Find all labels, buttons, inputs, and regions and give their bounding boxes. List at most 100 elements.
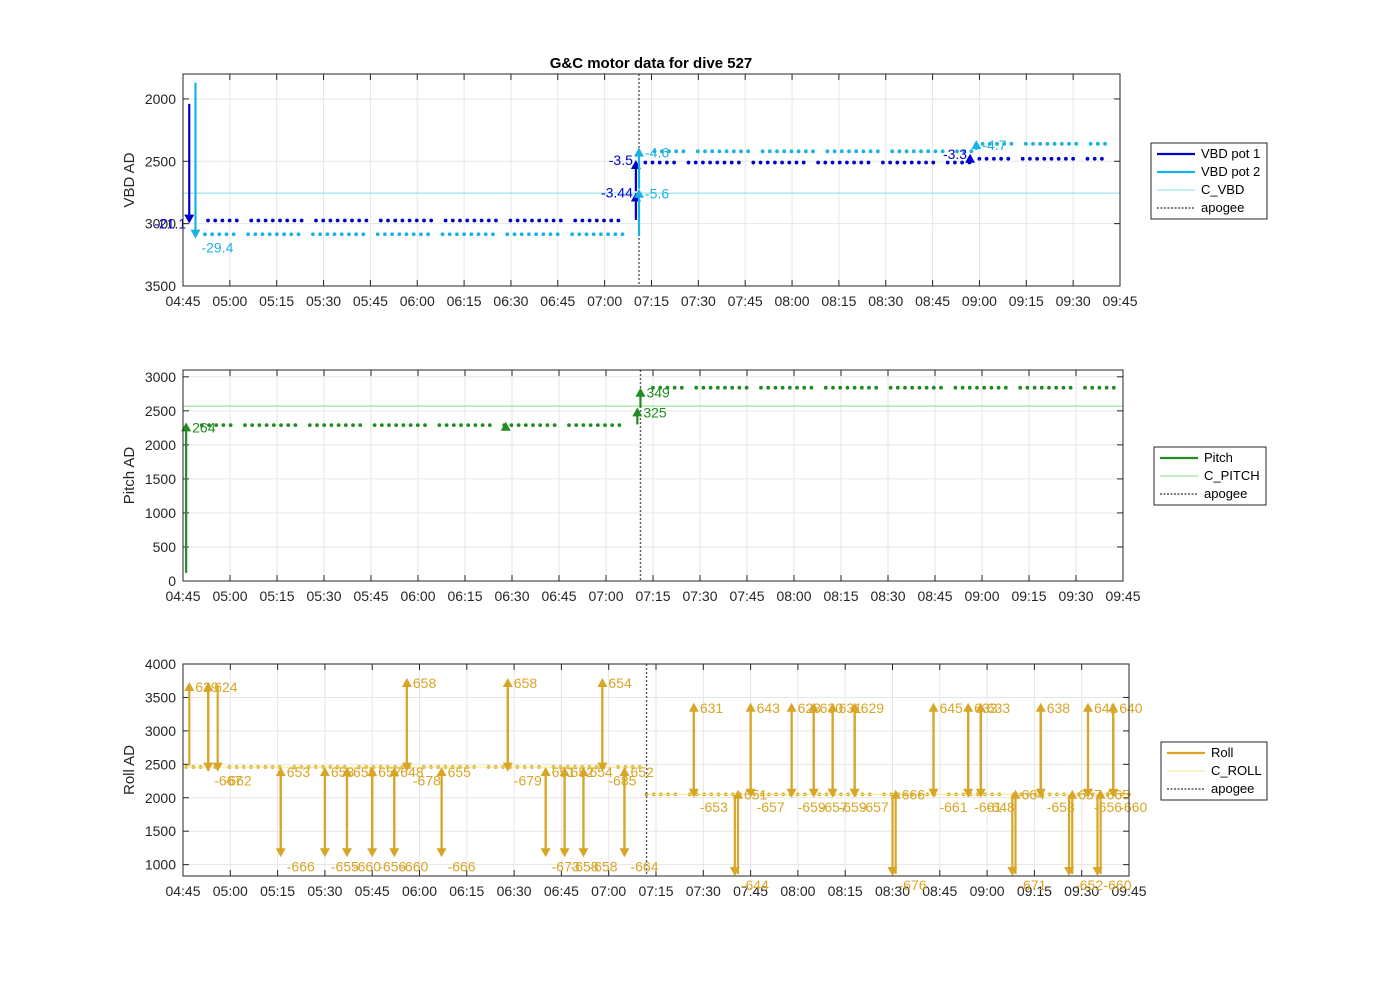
y-tick-label: 2000 [145,91,176,107]
data-point [1067,141,1071,146]
y-axis-label: VBD AD [121,152,138,207]
data-point [1100,156,1104,161]
data-point [730,385,735,390]
data-point [414,218,419,223]
y-tick-label: 2000 [145,790,176,806]
data-point [483,232,488,237]
move-label: 658 [514,675,538,691]
data-point [555,232,560,237]
data-point [357,218,362,223]
data-point [847,149,851,154]
data-point [419,232,423,237]
x-tick-label: 06:15 [447,293,482,309]
data-point [545,423,550,428]
x-tick-label: 08:15 [823,588,858,604]
move-label: -667 [214,773,242,789]
move-label: 628 [798,700,822,716]
data-point [570,232,574,237]
data-point [307,423,312,428]
move-label: 633 [987,700,1011,716]
data-point [1052,141,1057,146]
x-tick-label: 09:30 [1058,588,1093,604]
data-point [939,385,943,390]
x-tick-label: 09:45 [1105,588,1140,604]
data-point [350,218,354,223]
data-point [567,423,571,428]
move-arrow-head [634,188,645,198]
x-tick-label: 05:00 [212,293,247,309]
x-tick-label: 07:15 [638,883,673,899]
data-point [227,218,232,223]
x-tick-label: 08:00 [776,588,811,604]
move-arrow-head [1095,789,1106,799]
move-label: 653 [331,764,355,780]
data-point [1064,156,1068,161]
data-point [794,160,799,165]
data-point [523,423,528,428]
move-label: -652 [1075,877,1103,893]
data-point [1071,156,1075,161]
data-point [440,232,445,237]
move-arrow-head [1083,788,1094,798]
data-point [960,385,965,390]
move-label: -660 [1103,877,1131,893]
data-point [465,218,470,223]
x-tick-label: 06:15 [449,883,484,899]
data-point [859,385,864,390]
data-point [390,232,394,237]
data-point [975,385,979,390]
move-label: -656 [378,858,406,874]
data-point [203,232,207,237]
data-point [372,423,377,428]
data-point [832,149,837,154]
data-point [594,218,599,223]
move-label: 657 [378,764,402,780]
data-point [940,149,945,154]
move-label: -4.7 [982,137,1006,153]
data-point [890,149,895,154]
data-point [228,423,233,428]
data-point [267,232,272,237]
data-point [715,160,720,165]
legend-label: VBD pot 2 [1201,164,1260,179]
move-arrow-head [597,762,608,772]
data-point [1103,141,1107,146]
move-arrow-head [632,407,643,417]
move-arrow-head [890,789,901,799]
move-arrow-head [502,762,513,772]
x-tick-label: 04:45 [165,588,200,604]
data-point [426,232,430,237]
data-point [787,385,792,390]
data-point [620,232,625,237]
data-point [270,218,275,223]
move-label: -3.44 [601,184,633,200]
data-point [339,232,344,237]
move-arrow-head [849,788,860,798]
data-point [723,385,727,390]
data-point [386,218,390,223]
legend-label: apogee [1211,781,1254,796]
x-tick-label: 05:30 [306,588,341,604]
data-point [1023,141,1028,146]
x-tick-label: 08:30 [875,883,910,899]
data-point [599,232,603,237]
data-point [1061,385,1066,390]
data-point [1032,385,1037,390]
data-point [1059,141,1064,146]
data-point [775,149,779,154]
move-label: 654 [589,764,613,780]
data-point [379,423,384,428]
data-point [415,423,420,428]
pitch-panel: 04:45 05:00 05:15 05:30 05:45 06:00 06:15 06:30… [121,369,1141,604]
data-point [1088,141,1093,146]
data-point [868,149,873,154]
data-point [256,218,261,223]
data-point [509,423,514,428]
x-tick-label: 09:00 [970,883,1005,899]
move-arrow-head [635,387,646,397]
data-point [1095,141,1100,146]
move-label: 643 [757,700,781,716]
data-point [1025,385,1030,390]
x-tick-label: 05:30 [306,293,341,309]
